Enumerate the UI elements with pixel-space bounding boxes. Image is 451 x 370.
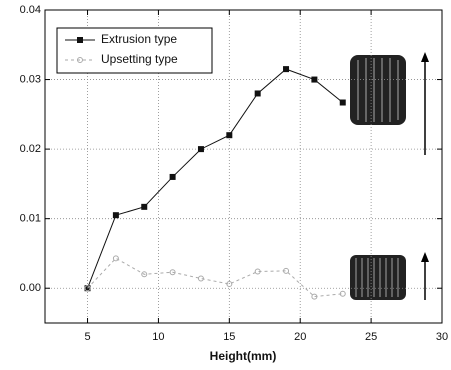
point <box>198 146 204 152</box>
point <box>255 90 261 96</box>
legend-label: Extrusion type <box>101 32 177 46</box>
point <box>113 212 119 218</box>
gear-image-upsetting <box>350 255 406 300</box>
arrow-extrusion <box>421 52 429 155</box>
series-line <box>88 69 343 288</box>
point <box>141 204 147 210</box>
y-tick-label: 0.00 <box>20 282 41 294</box>
arrow-upsetting <box>421 252 429 300</box>
point <box>113 256 118 261</box>
gear-image-extrusion <box>350 55 406 125</box>
legend-label: Upsetting type <box>101 52 178 66</box>
y-tick-label: 0.02 <box>20 143 41 155</box>
x-tick-label: 20 <box>294 331 306 343</box>
point <box>283 66 289 72</box>
y-tick-label: 0.01 <box>20 213 41 225</box>
point <box>170 174 176 180</box>
x-axis-title: Height(mm) <box>210 349 277 363</box>
y-tick-label: 0.04 <box>20 4 41 16</box>
x-tick-label: 15 <box>223 331 235 343</box>
y-tick-label: 0.03 <box>20 73 41 85</box>
legend: Extrusion type Upsetting type <box>57 28 212 73</box>
legend-marker <box>77 37 83 43</box>
point <box>340 100 346 106</box>
x-tick-label: 25 <box>365 331 377 343</box>
series-line <box>88 258 343 296</box>
point <box>311 77 317 83</box>
point <box>226 132 232 138</box>
x-tick-label: 30 <box>436 331 448 343</box>
chart: Height(mm) 0.00 0.01 0.02 0.03 0.04 5 10 15 20 25… <box>0 0 451 370</box>
x-tick-label: 5 <box>84 331 90 343</box>
x-tick-label: 10 <box>152 331 164 343</box>
